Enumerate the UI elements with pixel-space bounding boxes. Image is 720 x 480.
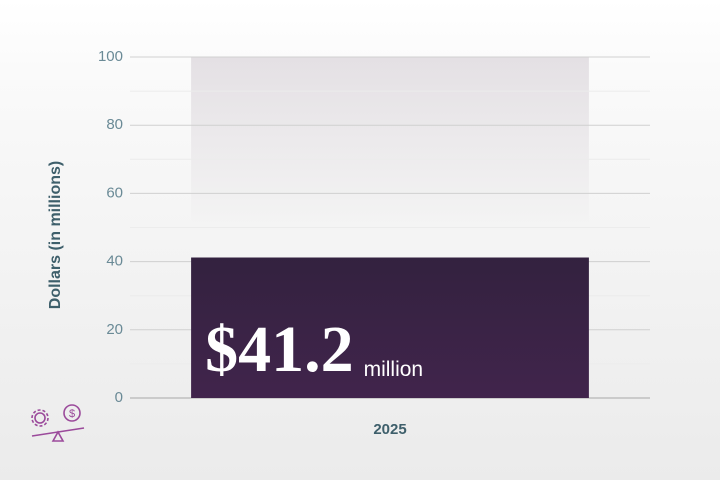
y-tick-label: 0 [115,389,123,406]
x-tick-label: 2025 [373,421,406,438]
y-axis-label: Dollars (in millions) [47,161,64,309]
y-tick-label: 60 [106,184,123,201]
value-label-unit: million [364,358,424,381]
y-tick-label: 20 [106,321,123,338]
bar [191,257,589,398]
svg-text:$: $ [69,408,75,420]
icon: $ [31,404,85,442]
y-tick-label: 80 [106,116,123,133]
value-label: $41.2 million [205,313,423,386]
y-tick-label: 40 [106,253,123,270]
y-tick-label: 100 [98,48,123,65]
value-label-number: $41.2 [205,313,354,386]
